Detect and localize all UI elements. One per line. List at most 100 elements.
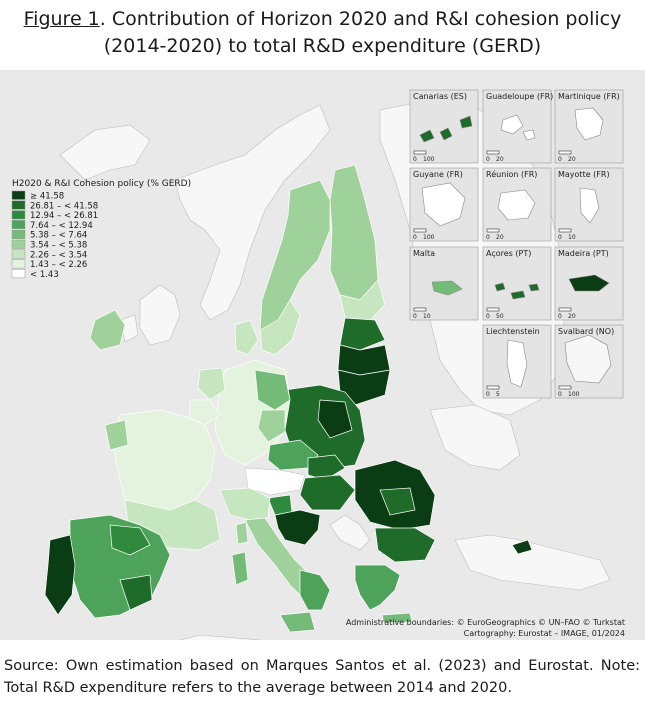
inset-map: Guyane (FR) 0 100 [409,167,479,242]
legend: H2020 & R&I Cohesion policy (% GERD) ≥ 4… [11,179,191,280]
inset-land [421,182,466,227]
region-ireland [89,309,126,351]
region-italy-north [219,487,271,521]
region-denmark [234,319,259,356]
region-germany-east [254,369,291,411]
scale-bar [558,150,572,155]
legend-label: 3.54 – < 5.38 [30,241,87,251]
scale-bar [486,307,500,312]
scale-bar [486,385,500,390]
region-hungary [299,474,356,511]
credits-line1: Administrative boundaries: © EuroGeograp… [345,618,625,627]
region-romania-centre [379,487,416,516]
legend-label: 2.26 – < 3.54 [30,250,87,260]
scale-bar [558,228,572,233]
inset-land [419,129,435,143]
legend-label: 26.81 – < 41.58 [30,201,98,211]
scale-label-start: 0 [413,313,417,320]
inset-map: Malta 0 10 [409,246,479,321]
north-africa-land [178,634,263,640]
inset-map: Liechtenstein 0 5 [482,324,552,399]
inset-map: Açores (PT) 0 50 [482,246,552,321]
inset-map: Canarias (ES) 0 100 [409,89,479,164]
inset-label: Svalbard (NO) [558,327,614,336]
region-germany-saxony [257,409,286,443]
figure-title: Figure 1. Contribution of Horizon 2020 a… [0,6,645,60]
figure-label: Figure 1 [23,8,100,30]
inset-land [431,280,463,296]
scale-label-end: 20 [568,156,576,163]
scale-bar [486,228,500,233]
scale-label-end: 20 [496,234,504,241]
legend-swatch [11,249,26,259]
inset-land [500,114,524,135]
region-slovakia [307,454,346,481]
region-poland-east [317,399,353,439]
eu-regions [44,164,533,633]
inset-label: Martinique (FR) [558,92,620,101]
region-italy-south [299,569,331,611]
inset-land [459,115,473,129]
inset-label: Açores (PT) [486,249,531,258]
scale-label-end: 100 [423,156,435,163]
inset-land [564,334,612,384]
legend-label: < 1.43 [30,270,59,280]
legend-label: 7.64 – < 12.94 [30,221,93,231]
region-cyprus [511,539,533,555]
region-spain-south [119,574,153,611]
scale-label-start: 0 [413,234,417,241]
europe-choropleth-map: H2020 & R&I Cohesion policy (% GERD) ≥ 4… [0,70,645,640]
credits-line2: Cartography: Eurostat – IMAGE, 01/2024 [463,629,625,638]
inset-land [528,283,540,292]
inset-label: Réunion (FR) [486,169,537,179]
region-sardinia [231,551,249,586]
scale-label-end: 100 [423,234,435,241]
region-belgium [189,399,221,426]
northern-ireland-land [119,314,139,343]
inset-label: Malta [413,249,435,258]
scale-label-start: 0 [558,234,562,241]
region-greece [354,564,401,611]
figure-title-line2: (2014-2020) to total R&D expenditure (GE… [103,35,542,57]
region-crete [381,612,413,624]
scale-bar [413,307,427,312]
scale-label-start: 0 [558,156,562,163]
region-bulgaria [374,527,436,563]
inset-land [574,107,604,141]
inset-label: Canarias (ES) [413,92,467,101]
inset-map: Réunion (FR) 0 20 [482,167,552,242]
inset-map: Mayotte (FR) 0 10 [554,167,624,242]
region-sicily [279,611,316,633]
legend-swatch [11,190,26,200]
legend-swatch [11,259,26,269]
great-britain-land [139,284,181,346]
scale-label-end: 20 [496,156,504,163]
inset-land [510,290,526,300]
scale-bar [558,385,572,390]
map-credits: Administrative boundaries: © EuroGeograp… [346,617,625,639]
region-netherlands [197,367,226,401]
scale-label-end: 10 [568,234,576,241]
inset-label: Liechtenstein [486,327,540,336]
inset-label: Guadeloupe (FR) [486,92,553,101]
scale-label-start: 0 [486,313,490,320]
legend-label: 12.94 – < 26.81 [30,211,98,221]
inset-map: Svalbard (NO) 0 100 [554,324,624,399]
scale-label-start: 0 [486,156,490,163]
norway-land [174,104,331,321]
legend-swatch [11,200,26,210]
legend-swatch [11,229,26,239]
scale-label-start: 0 [486,391,490,398]
inset-land [568,274,610,292]
scale-label-start: 0 [413,156,417,163]
scale-bar [413,150,427,155]
scale-bar [413,228,427,233]
scale-label-end: 50 [496,313,504,320]
scale-label-start: 0 [558,313,562,320]
inset-label: Guyane (FR) [413,170,463,179]
inset-label: Madeira (PT) [558,249,609,258]
scale-label-end: 10 [423,313,431,320]
scale-label-start: 0 [558,391,562,398]
